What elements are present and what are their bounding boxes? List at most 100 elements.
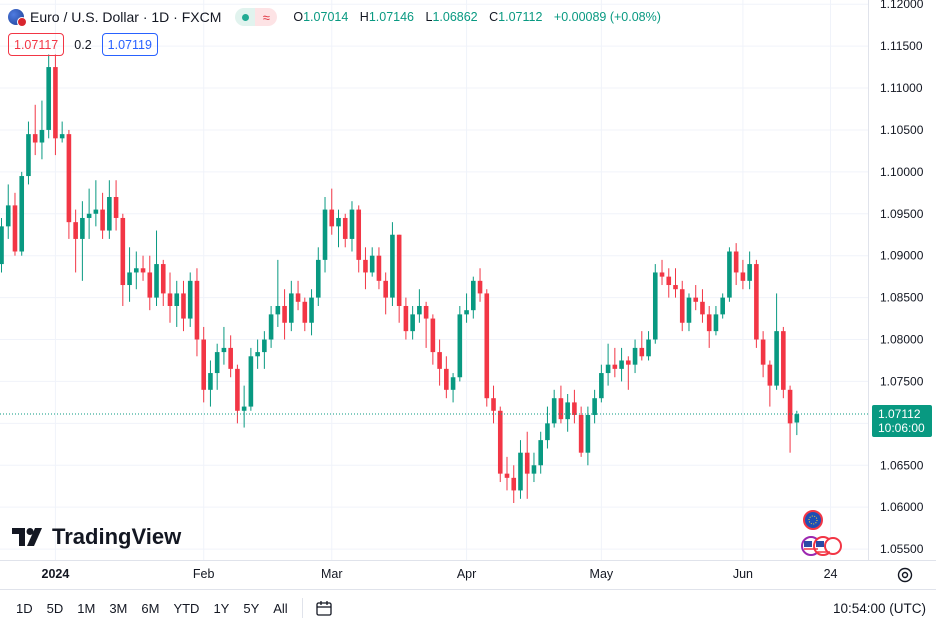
candle-body — [154, 264, 159, 298]
range-5y-button[interactable]: 5Y — [243, 600, 260, 616]
candle — [740, 259, 746, 290]
candle — [154, 230, 159, 306]
range-all-button[interactable]: All — [273, 600, 288, 616]
eu-event-icon — [803, 510, 823, 530]
candle-body — [781, 331, 786, 390]
candle — [100, 192, 105, 239]
candle-body — [592, 398, 597, 415]
bar-countdown: 10:06:00 — [878, 421, 925, 435]
candle-body — [444, 368, 449, 390]
candle-body — [194, 280, 200, 340]
symbol-legend[interactable]: Euro / U.S. Dollar · 1D · FXCM ≈ O1.0701… — [8, 6, 661, 28]
candle-body — [754, 264, 759, 340]
candle-body — [221, 347, 227, 353]
candle — [666, 268, 672, 298]
range-5d-button[interactable]: 5D — [46, 600, 64, 616]
candle-body — [241, 406, 247, 411]
candle — [639, 331, 645, 361]
symbol-title[interactable]: Euro / U.S. Dollar · 1D · FXCM — [30, 9, 222, 25]
price-tick-label: 1.08000 — [880, 333, 924, 347]
candle-body — [619, 360, 624, 369]
ohlc-change: +0.00089 (+0.08%) — [553, 10, 661, 24]
candle — [693, 285, 699, 311]
candle — [342, 213, 348, 248]
candle — [511, 465, 517, 503]
candle-body — [93, 209, 99, 214]
calendar-range-icon[interactable] — [315, 599, 333, 617]
candle — [572, 389, 577, 424]
candle — [599, 364, 604, 403]
candle — [700, 289, 705, 323]
candle-body — [565, 402, 570, 420]
candle-body — [282, 305, 287, 323]
range-1d-button[interactable]: 1D — [16, 600, 33, 616]
candle — [444, 356, 449, 399]
candle-body — [174, 293, 180, 306]
buy-price-button[interactable]: 1.07119 — [101, 33, 158, 56]
candle — [612, 347, 618, 378]
range-3m-button[interactable]: 3M — [109, 600, 128, 616]
candle-body — [248, 356, 254, 407]
candle — [787, 385, 793, 453]
tradingview-logo[interactable]: TradingView — [12, 524, 181, 550]
range-1m-button[interactable]: 1M — [77, 600, 96, 616]
price-chart[interactable]: 1.12000 1.11500 1.11000 1.10500 1.10000 1.095… — [0, 0, 936, 589]
range-6m-button[interactable]: 6M — [141, 600, 160, 616]
candle-body — [612, 364, 618, 369]
candle-body — [134, 268, 139, 273]
utc-clock[interactable]: 10:54:00 (UTC) — [832, 600, 926, 616]
candle-body — [19, 176, 25, 252]
candle-body — [302, 301, 308, 323]
sell-price-button[interactable]: 1.07117 — [8, 33, 65, 56]
candle — [86, 188, 92, 239]
candle-body — [760, 339, 766, 365]
candle — [241, 385, 247, 428]
candle — [228, 335, 233, 378]
candle — [221, 326, 227, 365]
range-ytd-button[interactable]: YTD — [173, 600, 200, 616]
candle — [147, 255, 153, 311]
ohlc-low-value: 1.06862 — [432, 10, 478, 24]
candle-body — [356, 209, 362, 260]
price-axis[interactable]: 1.12000 1.11500 1.11000 1.10500 1.10000 1.095… — [868, 0, 924, 560]
price-tick-label: 1.09500 — [880, 207, 924, 221]
candle-body — [214, 352, 220, 374]
time-axis[interactable]: 2024 Feb Mar Apr May Jun 24 — [0, 560, 936, 582]
candle — [706, 305, 712, 348]
ohlc-low-key: L — [425, 10, 433, 24]
candle — [518, 440, 523, 499]
candle-body — [673, 285, 678, 290]
gear-icon[interactable] — [896, 566, 914, 584]
candle — [504, 456, 510, 491]
price-tick-label: 1.11000 — [880, 81, 923, 95]
candle — [760, 331, 766, 378]
candle — [107, 180, 112, 239]
toolbar-divider — [301, 598, 303, 618]
economic-events-markers[interactable] — [801, 510, 842, 556]
candle-body — [794, 414, 800, 423]
candle — [0, 217, 4, 273]
candle-body — [295, 293, 301, 302]
candle — [477, 268, 483, 302]
candle — [464, 293, 469, 323]
candle-body — [66, 134, 72, 223]
candle — [383, 272, 388, 315]
candle-body — [107, 197, 112, 231]
candle-body — [363, 259, 368, 273]
candle-body — [417, 305, 422, 315]
range-1y-button[interactable]: 1Y — [213, 600, 230, 616]
candle — [457, 305, 463, 382]
price-tick-label: 1.10000 — [880, 165, 924, 179]
market-status-badge[interactable]: ≈ — [235, 8, 278, 26]
candle — [538, 431, 543, 474]
quote-panel[interactable]: 1.07117 0.2 1.07119 — [8, 33, 158, 56]
ohlc-close-value: 1.07112 — [498, 10, 543, 24]
candle-body — [572, 402, 577, 415]
price-tick-label: 1.07500 — [880, 374, 924, 388]
price-tick-label: 1.09000 — [880, 249, 924, 263]
candle-body — [315, 259, 321, 298]
candle-body — [457, 314, 463, 378]
candle — [659, 259, 665, 286]
candle-body — [59, 134, 65, 139]
candle-body — [679, 289, 685, 323]
